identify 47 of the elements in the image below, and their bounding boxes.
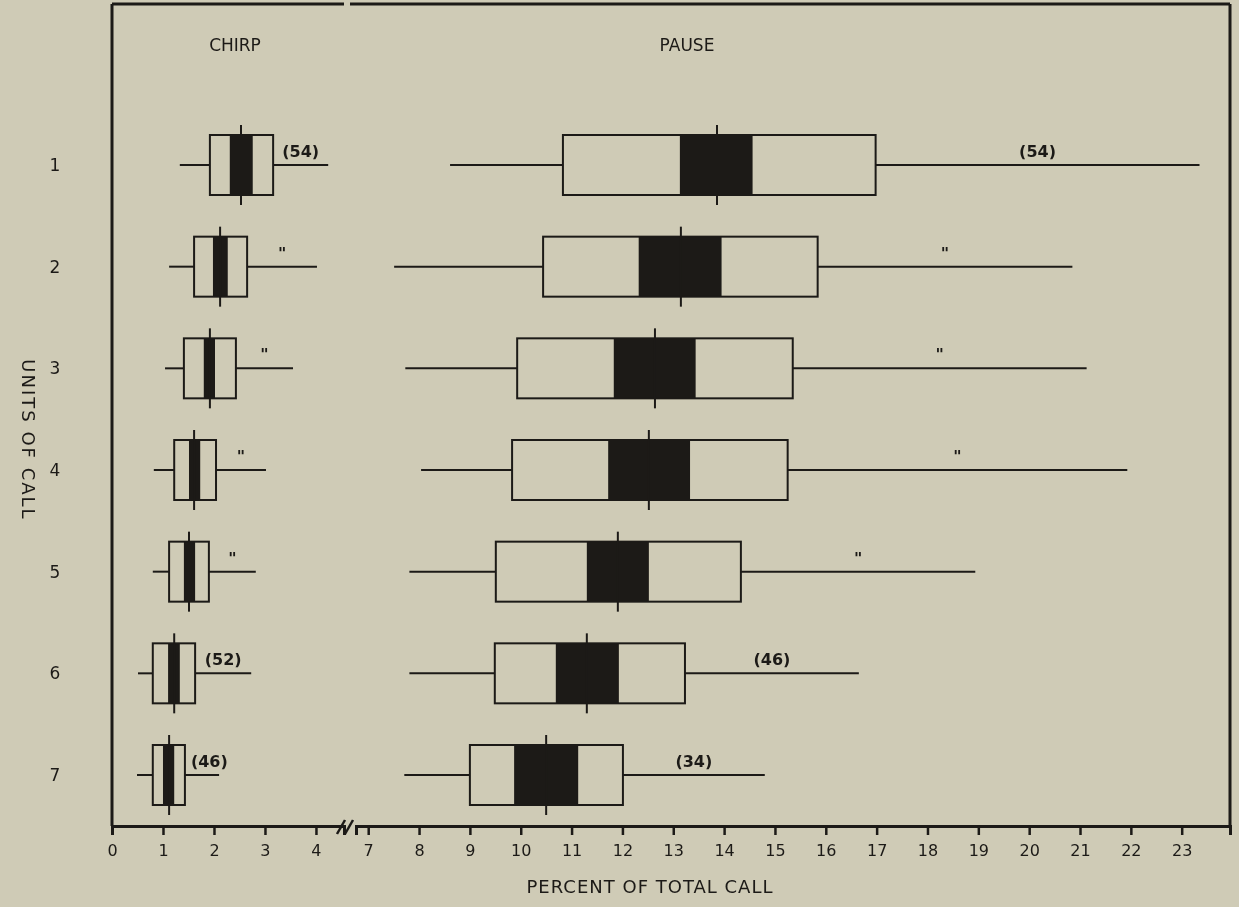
annotation: (54) [282,142,320,161]
y-tick-label: 4 [49,459,61,480]
x-tick-label: 7 [363,841,374,861]
x-tick-label: 23 [1172,841,1193,861]
x-tick-label: 14 [714,841,735,861]
x-tick-label: 19 [968,841,989,861]
x-tick-label: 8 [414,841,425,861]
x-tick-label: 18 [917,841,939,861]
annotation: " [228,548,237,568]
x-tick-label: 4 [311,841,322,861]
x-tick-label: 12 [612,841,634,861]
x-tick-label: 13 [663,841,684,861]
y-axis-title: UNITS OF CALL [18,359,39,521]
x-tick-label: 9 [465,841,476,861]
x-tick-label: 20 [1019,841,1040,861]
annotation: (46) [190,752,228,771]
chart-title: CHIRP [209,35,261,55]
x-axis-title: PERCENT OF TOTAL CALL [526,876,774,897]
annotation: " [940,243,950,263]
x-tick-label: 2 [209,841,220,861]
annotation: " [853,548,863,568]
y-tick-label: 7 [49,764,61,785]
x-tick-label: 10 [511,841,532,861]
annotation: " [277,243,287,263]
annotation: (34) [675,752,713,771]
x-tick-label: 15 [765,841,786,861]
x-tick-label: 21 [1070,841,1091,861]
x-tick-label: 16 [816,841,837,861]
annotation: (52) [204,650,242,670]
annotation: (46) [753,650,791,670]
annotation: (54) [1019,142,1056,161]
y-tick-label: 1 [49,154,61,175]
x-tick-label: 11 [561,841,583,861]
y-tick-label: 3 [49,358,61,379]
annotation: " [953,447,962,466]
y-tick-label: 5 [49,561,61,582]
chart-title: PAUSE [659,35,715,55]
x-tick-label: 0 [107,841,118,861]
annotation: " [236,447,246,466]
annotation: " [935,345,944,365]
y-tick-label: 2 [49,256,61,277]
x-tick-label: 22 [1121,841,1142,861]
annotation: " [260,345,269,365]
x-tick-label: 3 [260,841,271,861]
x-tick-label: 17 [866,841,888,861]
x-tick-label: 1 [158,841,169,861]
y-tick-label: 6 [49,663,61,684]
